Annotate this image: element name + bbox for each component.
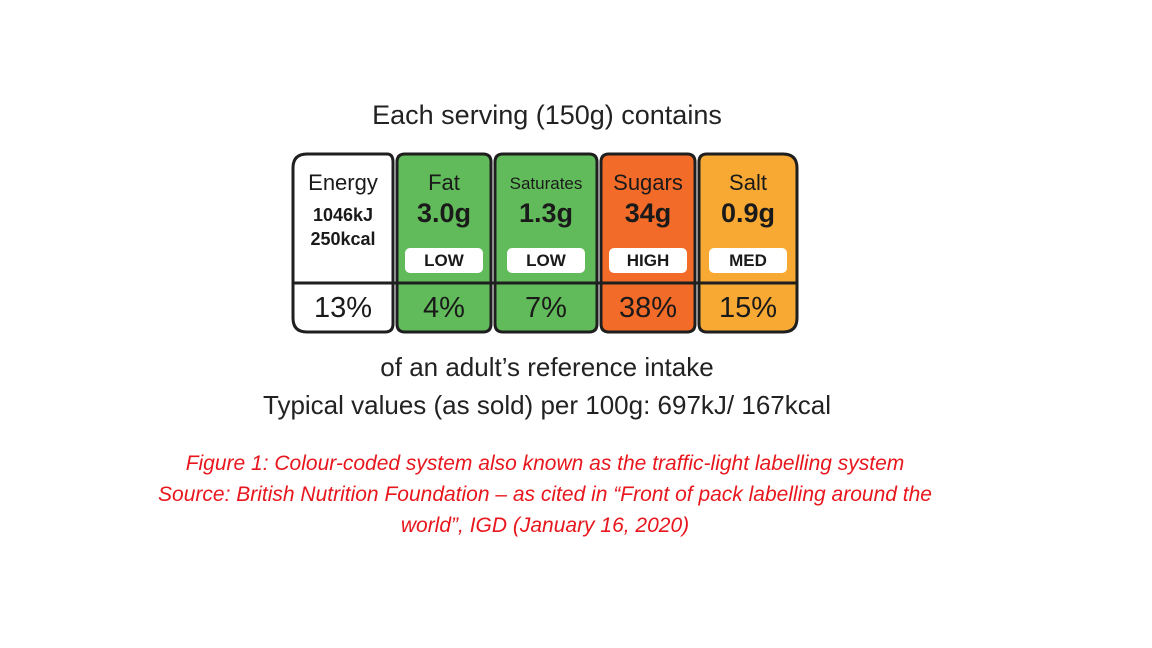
energy-label: Energy <box>308 170 378 195</box>
saturates-amount: 1.3g <box>518 198 574 228</box>
sugars-level-badge: HIGH <box>609 248 687 273</box>
saturates-level-badge: LOW <box>507 248 585 273</box>
energy-cell-shape <box>291 152 395 334</box>
energy-percent: 13% <box>313 292 373 324</box>
caption-line-3: world”, IGD (January 16, 2020) <box>400 514 690 537</box>
salt-cell-shape <box>697 152 799 334</box>
saturates-label: Saturates <box>509 174 583 193</box>
figure-caption: Figure 1: Colour-coded system also known… <box>40 448 1050 541</box>
fat-level-badge: LOW <box>405 248 483 273</box>
energy-kcal: 250kcal <box>310 229 376 249</box>
sugars-amount: 34g <box>624 198 672 228</box>
salt-label: Salt <box>729 170 767 195</box>
reference-intake-text: of an adult’s reference intake <box>380 352 714 382</box>
traffic-light-label: Energy 1046kJ 250kcal 13% Fat 3.0g LOW 4… <box>287 148 803 338</box>
saturates-percent: 7% <box>525 292 567 324</box>
saturates-cell-shape <box>493 152 599 334</box>
sugars-label: Sugars <box>613 170 683 195</box>
fat-percent: 4% <box>423 292 465 324</box>
caption-line-2: Source: British Nutrition Foundation – a… <box>158 483 932 506</box>
caption-line-1: Figure 1: Colour-coded system also known… <box>185 452 905 475</box>
sugars-percent: 38% <box>618 292 678 324</box>
label-heading: Each serving (150g) contains <box>372 100 722 130</box>
fat-label: Fat <box>428 170 460 195</box>
salt-amount: 0.9g <box>720 198 776 228</box>
label-cells-graphic <box>291 152 799 334</box>
typical-values-text: Typical values (as sold) per 100g: 697kJ… <box>263 390 831 420</box>
energy-kj: 1046kJ <box>312 205 374 225</box>
sugars-cell-shape <box>599 152 697 334</box>
fat-amount: 3.0g <box>416 198 472 228</box>
salt-level-badge: MED <box>709 248 787 273</box>
salt-percent: 15% <box>718 292 778 324</box>
fat-cell-shape <box>395 152 493 334</box>
